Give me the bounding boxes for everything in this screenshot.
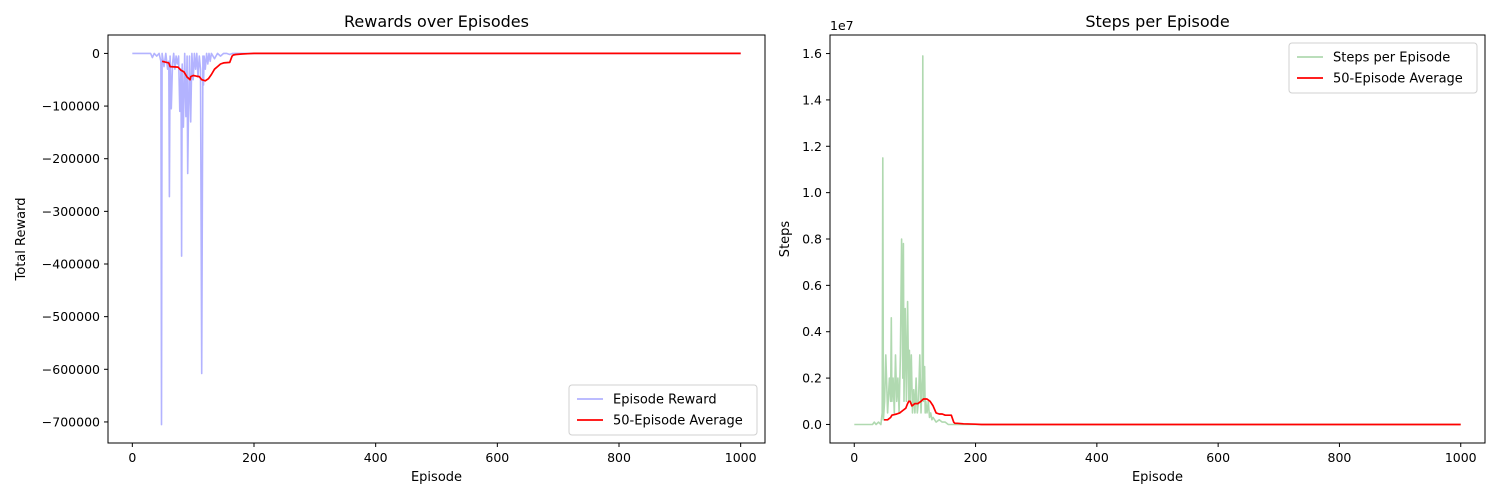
chart-1: Rewards over Episodes 0 200 400 600 800 1000 0 −… [14,12,766,485]
y-tick-label: 1.6 [802,46,822,61]
y-tick-label: 1.2 [802,139,822,154]
chart-title: Steps per Episode [1085,12,1229,31]
legend-box [568,384,758,436]
series-line-1 [854,55,1461,426]
chart-title: Rewards over Episodes [344,12,529,31]
y-axis-label: Steps [778,221,793,258]
legend-label: 50-Episode Average [613,414,743,429]
y-tick-label: −200000 [42,151,100,166]
legend-label: Steps per Episode [1333,51,1450,66]
x-tick-label: 400 [1085,450,1109,465]
x-tick-label: 400 [364,450,388,465]
y-tick-label: 0.6 [802,278,822,293]
y-tick-label: 0 [92,46,100,61]
legend-label: 50-Episode Average [1333,72,1463,87]
series-group [854,55,1461,426]
y-tick-label: −600000 [42,362,100,377]
y-tick-label: −400000 [42,257,100,272]
plot-frame [829,34,1486,444]
series-line-2 [884,398,1461,426]
y-tick-label: 0.2 [802,371,822,386]
y-tick-label: −700000 [42,414,100,429]
x-tick-label: 200 [242,450,266,465]
axis-scale-label: 1e7 [830,18,854,33]
x-tick-label: 600 [485,450,509,465]
y-tick-label: 1.4 [802,92,822,107]
legend-label: Episode Reward [613,393,717,408]
series-line-1 [132,52,741,426]
y-tick-label: 0.0 [802,417,822,432]
y-tick-label: 0.8 [802,232,822,247]
y-tick-label: 1.0 [802,185,822,200]
plot-frame [107,34,766,444]
x-axis-label: Episode [411,470,462,485]
x-tick-label: 800 [607,450,631,465]
y-tick-label: −300000 [42,204,100,219]
series-group [132,52,741,426]
legend: Episode Reward 50-Episode Average [568,384,758,436]
series-line-2 [161,52,741,82]
x-tick-label: 1000 [1445,450,1477,465]
x-tick-label: 600 [1206,450,1230,465]
x-tick-label: 800 [1328,450,1352,465]
legend-box [1288,42,1478,94]
y-tick-label: −100000 [42,99,100,114]
y-tick-label: 0.4 [802,324,822,339]
x-axis-label: Episode [1132,470,1183,485]
y-axis-label: Total Reward [14,198,29,282]
legend: Steps per Episode 50-Episode Average [1288,42,1478,94]
y-tick-label: −500000 [42,309,100,324]
x-tick-label: 1000 [725,450,757,465]
chart-2: Steps per Episode 0 200 400 600 800 1000 0.0 0.2… [778,12,1486,485]
x-tick-label: 200 [964,450,988,465]
x-tick-label: 0 [850,450,858,465]
x-tick-label: 0 [128,450,136,465]
